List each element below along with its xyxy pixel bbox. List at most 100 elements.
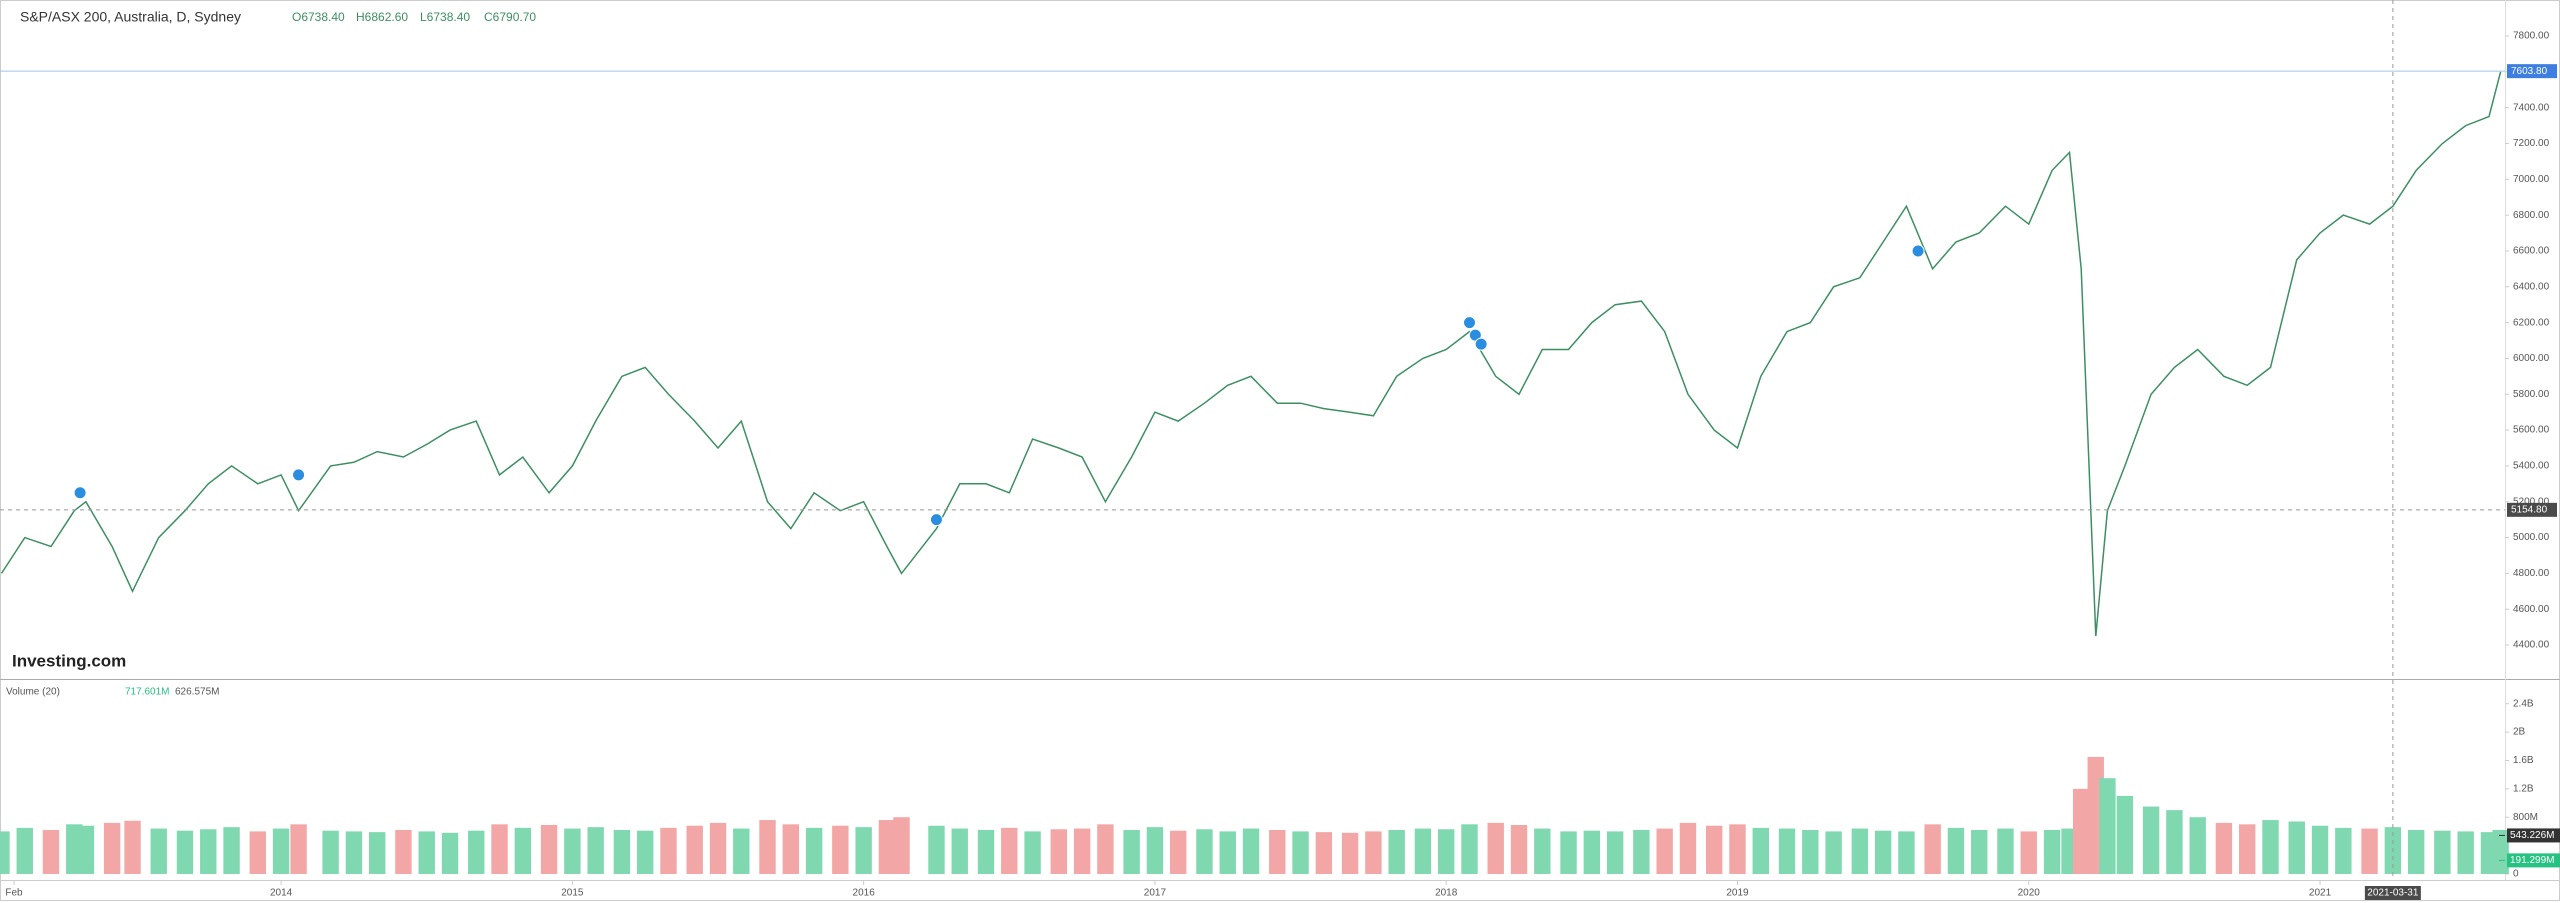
volume-bar [514, 827, 532, 874]
volume-bar [1341, 832, 1359, 874]
volume-bar [759, 820, 776, 874]
y-tick-label: 5000.00 [2513, 532, 2550, 543]
volume-bar [1583, 830, 1601, 874]
volume-bar [249, 831, 266, 874]
volume-bar [636, 830, 654, 874]
volume-bar [2142, 806, 2160, 874]
volume-bar [124, 820, 141, 874]
volume-bar [2099, 778, 2116, 874]
y-tick-label: 5800.00 [2513, 389, 2550, 400]
volume-bar [1050, 829, 1067, 874]
x-tick-label: 2021 [2309, 888, 2332, 899]
volume-bar [200, 829, 217, 874]
volume-bar [0, 831, 10, 874]
volume-bar [1097, 824, 1114, 874]
volume-bar [2311, 825, 2329, 874]
volume-bar [1146, 827, 1164, 874]
volume-bar [1874, 830, 1892, 874]
volume-bar [1269, 829, 1286, 874]
x-tick-label: 2020 [2018, 888, 2041, 899]
y-tick-label: 7000.00 [2513, 174, 2550, 185]
y-tick-label: 6400.00 [2513, 281, 2550, 292]
volume-bar [1947, 827, 1965, 874]
y-tick-label: 4600.00 [2513, 604, 2550, 615]
volume-bar [855, 827, 872, 874]
y-tick-label: 7400.00 [2513, 102, 2550, 113]
watermark: Investing.com [12, 651, 126, 670]
y-tick-label: 6200.00 [2513, 317, 2550, 328]
volume-bar [418, 831, 435, 874]
event-marker [1474, 337, 1488, 351]
volume-bar [1729, 824, 1746, 874]
volume-bar [491, 824, 508, 874]
volume-marker-label: 543.226M [2510, 830, 2554, 841]
volume-bar [1656, 828, 1673, 874]
y-tick-label: 5200.00 [2513, 496, 2550, 507]
volume-bar [1606, 831, 1624, 874]
volume-bar [1851, 828, 1869, 874]
y-tick-label: 5400.00 [2513, 461, 2550, 472]
volume-bar [16, 827, 33, 874]
volume-bar [1292, 831, 1309, 874]
volume-bar [1997, 828, 2014, 874]
volume-marker-box [2507, 853, 2560, 868]
open: O6738.40 [292, 10, 345, 24]
volume-bar [1510, 825, 1528, 874]
volume-bar [832, 825, 849, 874]
volume-average: 626.575M [175, 687, 219, 698]
volume-bar [2407, 829, 2425, 874]
volume-bar [1123, 829, 1140, 874]
crosshair-y-label: 5154.80 [2511, 504, 2548, 515]
volume-bar [587, 827, 604, 874]
x-tick-label: 2014 [270, 888, 293, 899]
volume-bar [540, 825, 558, 874]
volume-bar [1219, 831, 1236, 874]
volume-bar [1365, 831, 1382, 874]
x-tick-label: 2015 [561, 888, 584, 899]
event-marker [1463, 316, 1477, 330]
y-tick-label: 7800.00 [2513, 31, 2550, 42]
event-marker [929, 513, 943, 527]
volume-bar [1752, 827, 1769, 874]
crosshair-x-label: 2021-03-31 [2367, 888, 2419, 899]
y-tick-label: 2.4B [2513, 698, 2534, 709]
volume-bar [951, 828, 968, 874]
volume-bar [1971, 829, 1988, 874]
event-marker [73, 486, 87, 500]
x-tick-label: 2017 [1144, 888, 1167, 899]
volume-bar [709, 822, 727, 874]
volume-bar [2457, 831, 2474, 874]
x-tick-label: Feb [5, 888, 23, 899]
volume-bar [176, 830, 194, 874]
y-tick-label: 4400.00 [2513, 640, 2550, 651]
volume-bar [1898, 831, 1915, 874]
volume-bar [2072, 788, 2090, 874]
crosshair-x-box [2364, 886, 2421, 900]
volume-bar [441, 832, 459, 874]
volume-bar [2492, 829, 2509, 874]
volume-title: Volume (20) [6, 687, 60, 698]
y-tick-label: 800M [2513, 812, 2538, 823]
volume-bar [1438, 829, 1455, 874]
volume-bar [272, 828, 290, 874]
volume-bar [103, 822, 121, 874]
volume-bar [42, 829, 60, 874]
volume-bar [1414, 828, 1432, 874]
volume-bar [686, 825, 703, 874]
symbol-title: S&P/ASX 200, Australia, D, Sydney [20, 9, 241, 25]
y-tick-label: 1.2B [2513, 783, 2534, 794]
x-tick-label: 2018 [1435, 888, 1458, 899]
volume-bar [290, 824, 307, 874]
volume-bar [977, 829, 995, 874]
volume-bar [2335, 827, 2352, 874]
volume-bar [1534, 828, 1551, 874]
volume-bar [1679, 822, 1697, 874]
volume-bar [878, 820, 896, 874]
volume-bar [805, 827, 823, 874]
last-price-label: 7603.80 [2511, 66, 2548, 77]
volume-bar [345, 831, 363, 874]
x-tick-label: 2016 [853, 888, 876, 899]
volume-bar [2434, 830, 2451, 874]
volume-bar [2262, 820, 2279, 874]
